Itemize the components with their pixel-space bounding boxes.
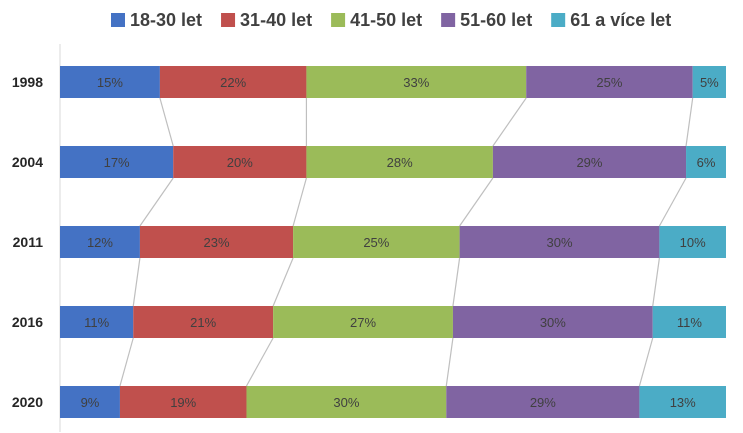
category-labels: 1998 2004 2011 2016 2020 [12, 74, 43, 410]
data-label-2020-series-1: 19% [170, 395, 196, 410]
series-line-2004-2011-boundary-1 [139, 177, 174, 227]
data-label-2011-series-1: 23% [203, 235, 229, 250]
data-label-2020-series-4: 13% [670, 395, 696, 410]
category-label-1998: 1998 [12, 74, 43, 90]
data-label-2016-series-1: 21% [190, 315, 216, 330]
bar-2016-series-0 [60, 306, 134, 338]
legend-label-1: 31-40 let [240, 10, 312, 30]
bar-2004-series-0 [60, 146, 174, 178]
series-line-1998-2004-boundary-4 [685, 97, 694, 147]
bar-2011-series-0 [60, 226, 140, 258]
bar-2016-series-2 [273, 306, 453, 338]
legend-swatch-2 [331, 13, 346, 27]
bar-2011-series-2 [293, 226, 460, 258]
bar-2016-series-1 [133, 306, 274, 338]
bar-2020-series-0 [60, 386, 120, 418]
data-label-2011-series-3: 30% [546, 235, 572, 250]
data-label-2011-series-2: 25% [363, 235, 389, 250]
data-label-1998-series-2: 33% [403, 75, 429, 90]
bar-1998-series-1 [159, 66, 307, 98]
bar-1998-series-0 [60, 66, 160, 98]
data-label-1998-series-0: 15% [97, 75, 123, 90]
series-line-2016-2020-boundary-1 [119, 337, 134, 387]
series-line-2016-2020-boundary-3 [445, 337, 454, 387]
bar-2020-series-1 [119, 386, 247, 418]
bars [60, 66, 726, 418]
data-label-2016-series-4: 11% [677, 315, 702, 330]
series-line-2016-2020-boundary-4 [638, 337, 654, 387]
data-label-2020-series-3: 29% [530, 395, 556, 410]
bar-2004-series-4 [686, 146, 726, 178]
data-label-2011-series-0: 12% [87, 235, 113, 250]
data-label-2004-series-2: 28% [387, 155, 413, 170]
bar-2004-series-3 [492, 146, 687, 178]
series-line-2011-2016-boundary-1 [132, 257, 141, 307]
bar-2020-series-4 [639, 386, 726, 418]
data-label-2020-series-0: 9% [81, 395, 100, 410]
series-line-2011-2016-boundary-2 [272, 257, 294, 307]
data-label-2016-series-0: 11% [84, 315, 109, 330]
data-label-2004-series-1: 20% [227, 155, 253, 170]
legend-label-2: 41-50 let [350, 10, 422, 30]
series-line-2011-2016-boundary-3 [452, 257, 461, 307]
data-label-1998-series-1: 22% [220, 75, 246, 90]
bar-2004-series-2 [306, 146, 493, 178]
data-label-2004-series-3: 29% [576, 155, 602, 170]
data-label-2020-series-2: 30% [333, 395, 359, 410]
category-label-2011: 2011 [13, 234, 44, 250]
series-line-1998-2004-boundary-1 [159, 97, 174, 147]
legend-swatch-4 [551, 13, 566, 27]
category-label-2004: 2004 [12, 154, 43, 170]
series-line-2011-2016-boundary-4 [652, 257, 660, 307]
series-line-2004-2011-boundary-4 [658, 177, 687, 227]
series-line-2004-2011-boundary-2 [292, 177, 307, 227]
series-line-2004-2011-boundary-3 [459, 177, 494, 227]
series-line-2016-2020-boundary-2 [245, 337, 274, 387]
bar-2011-series-3 [459, 226, 660, 258]
legend-swatch-0 [111, 13, 125, 27]
bar-2020-series-3 [446, 386, 640, 418]
legend-swatch-3 [441, 13, 456, 27]
bar-2004-series-1 [173, 146, 307, 178]
bar-1998-series-3 [526, 66, 693, 98]
bar-2016-series-3 [452, 306, 653, 338]
category-label-2020: 2020 [12, 394, 43, 410]
series-line-1998-2004-boundary-3 [492, 97, 527, 147]
series-lines [119, 97, 694, 387]
data-label-2011-series-4: 10% [680, 235, 706, 250]
category-label-2016: 2016 [12, 314, 43, 330]
data-label-2016-series-2: 27% [350, 315, 376, 330]
legend-label-4: 61 a více let [570, 10, 671, 30]
bar-1998-series-2 [306, 66, 527, 98]
bar-2020-series-2 [246, 386, 447, 418]
bar-2011-series-1 [139, 226, 294, 258]
data-label-2004-series-0: 17% [104, 155, 130, 170]
legend-label-0: 18-30 let [130, 10, 202, 30]
data-labels: 15% 22% 33% 25% 5% 17% 20% 28% 29% 6% 12% 23% 25% 30%… [81, 75, 720, 410]
legend-label-3: 51-60 let [460, 10, 532, 30]
data-label-1998-series-3: 25% [596, 75, 622, 90]
data-label-2004-series-4: 6% [697, 155, 716, 170]
bar-1998-series-4 [692, 66, 726, 98]
bar-2016-series-4 [652, 306, 726, 338]
legend: 18-30 let 31-40 let 41-50 let 51-60 let 61 a… [111, 10, 671, 30]
bar-2011-series-4 [659, 226, 726, 258]
data-label-1998-series-4: 5% [700, 75, 719, 90]
legend-swatch-1 [221, 13, 236, 27]
data-label-2016-series-3: 30% [540, 315, 566, 330]
